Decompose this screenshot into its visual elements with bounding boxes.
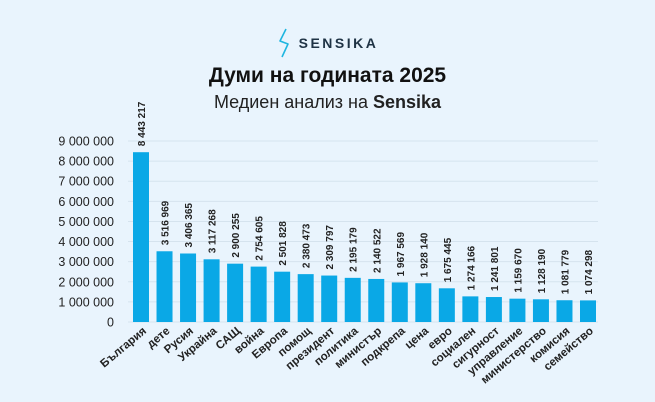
- data-label: 2 900 255: [231, 213, 242, 258]
- y-tick-label: 5 000 000: [58, 215, 114, 229]
- chart-subtitle: Медиен анализ на Sensika: [0, 92, 655, 113]
- x-tick-label: България: [98, 325, 149, 370]
- bar: [250, 266, 267, 322]
- bar: [321, 275, 338, 322]
- data-label: 3 406 365: [184, 203, 195, 248]
- data-label: 2 380 473: [302, 223, 313, 268]
- y-tick-label: 3 000 000: [58, 255, 114, 269]
- y-tick-label: 8 000 000: [58, 155, 114, 169]
- bar: [485, 297, 502, 322]
- data-label: 2 140 522: [372, 228, 383, 273]
- x-tick-label: цена: [403, 325, 432, 352]
- y-tick-label: 9 000 000: [58, 135, 114, 149]
- brand-name: SENSIKA: [298, 35, 379, 51]
- y-tick-label: 2 000 000: [58, 275, 114, 289]
- data-label: 2 501 828: [278, 221, 289, 266]
- lightning-bolt-icon: [278, 28, 289, 58]
- bar: [415, 283, 432, 322]
- data-label: 1 081 779: [560, 249, 571, 294]
- data-label: 3 516 969: [161, 200, 172, 245]
- bar: [203, 259, 220, 322]
- bar: [344, 277, 361, 322]
- bar: [156, 251, 173, 322]
- data-label: 3 117 268: [208, 209, 219, 253]
- bar: [227, 263, 244, 322]
- bar: [509, 298, 526, 322]
- brand-logo: SENSIKA: [0, 28, 655, 58]
- data-label: 1 274 166: [466, 245, 477, 290]
- data-label: 8 443 217: [137, 101, 148, 146]
- bar: [556, 300, 573, 322]
- bar: [391, 282, 408, 322]
- y-tick-label: 4 000 000: [58, 235, 114, 249]
- data-label: 1 675 445: [443, 237, 454, 282]
- data-label: 1 074 298: [584, 249, 595, 294]
- data-label: 1 928 140: [419, 232, 430, 277]
- bar: [438, 288, 455, 322]
- subtitle-text: Медиен анализ на: [213, 92, 368, 112]
- subtitle-brand: Sensika: [373, 92, 442, 112]
- bar: [274, 271, 291, 322]
- bar: [580, 300, 596, 322]
- y-tick-label: 6 000 000: [58, 195, 114, 209]
- bar: [462, 296, 479, 322]
- bar: [133, 152, 149, 322]
- data-label: 2 309 797: [325, 225, 336, 270]
- bar: [532, 299, 549, 322]
- data-label: 1 967 569: [396, 232, 407, 277]
- y-tick-label: 0: [107, 316, 114, 330]
- y-tick-label: 1 000 000: [58, 295, 114, 309]
- data-label: 1 241 801: [490, 246, 501, 291]
- y-tick-label: 7 000 000: [58, 175, 114, 189]
- data-label: 1 128 190: [537, 248, 548, 293]
- data-label: 2 195 179: [349, 227, 360, 272]
- data-label: 2 754 605: [255, 216, 266, 261]
- bar: [368, 278, 385, 322]
- bar: [180, 253, 197, 322]
- bar: [297, 274, 314, 322]
- chart-title: Думи на годината 2025: [208, 64, 447, 87]
- data-label: 1 159 670: [513, 248, 524, 293]
